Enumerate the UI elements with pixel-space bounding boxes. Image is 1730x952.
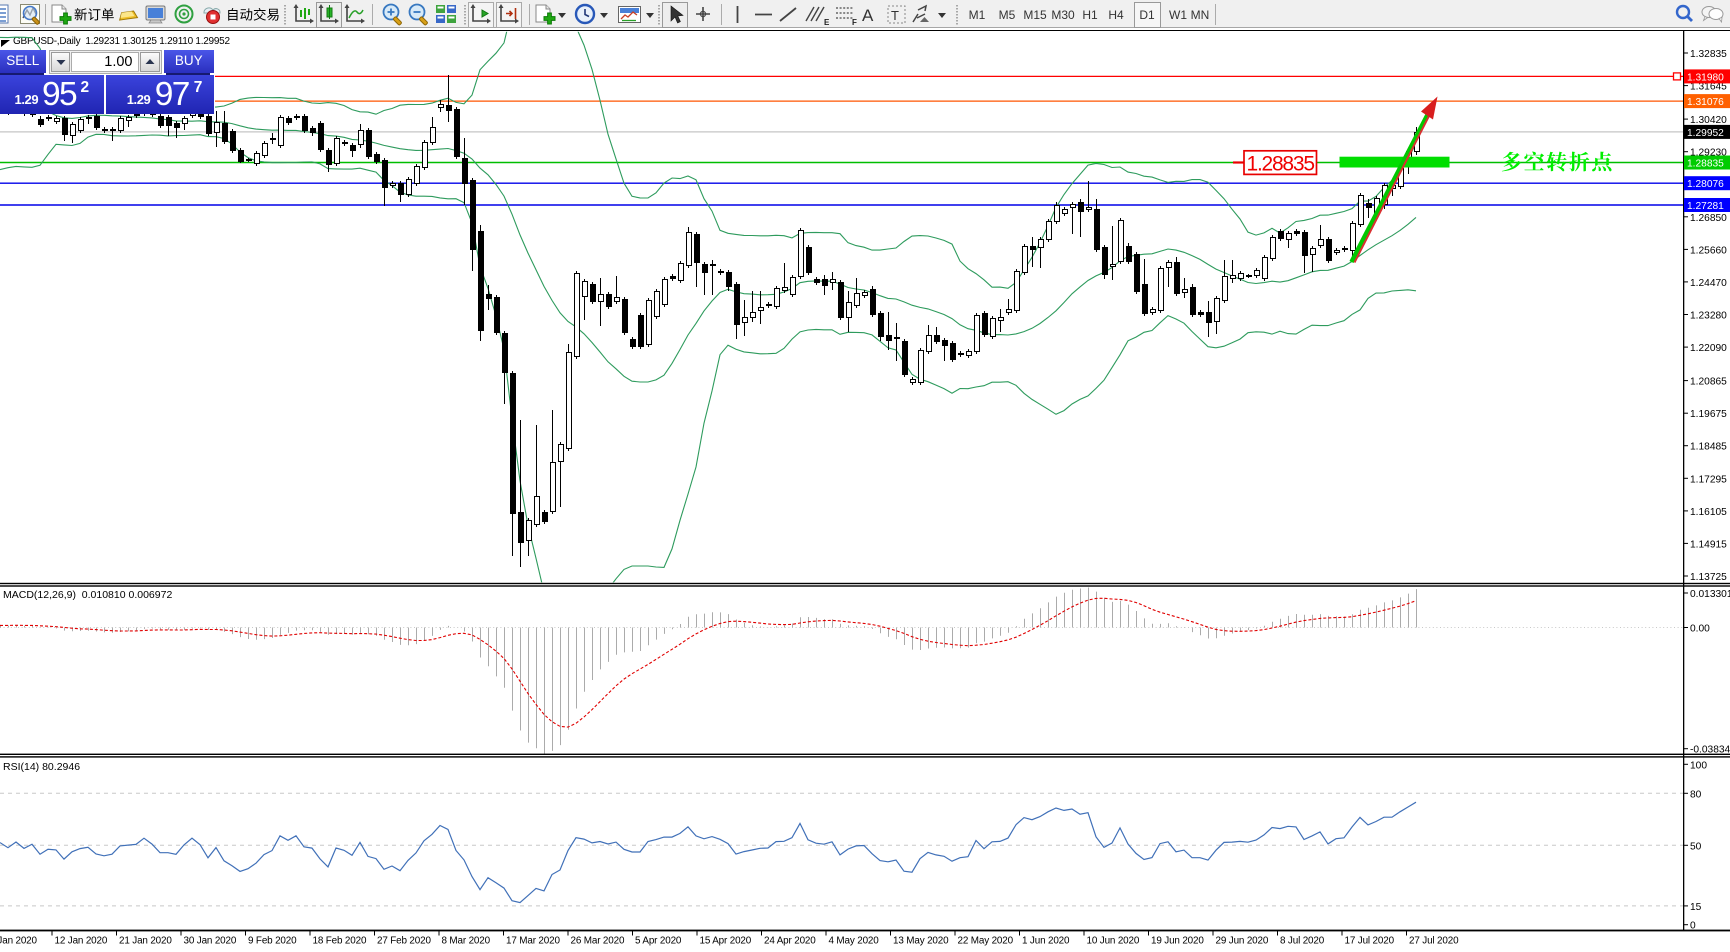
svg-text:1.28076: 1.28076 [1687,179,1724,190]
svg-text:1.22090: 1.22090 [1690,343,1727,354]
svg-text:W1: W1 [1169,8,1187,22]
svg-text:F: F [852,18,857,27]
svg-text:1.26850: 1.26850 [1690,213,1727,224]
svg-text:80: 80 [1690,789,1702,800]
svg-text:27 Feb 2020: 27 Feb 2020 [377,936,431,947]
svg-text:MACD(12,26,9) 0.010810 0.0069: MACD(12,26,9) 0.010810 0.006972 [3,589,172,601]
svg-text:T: T [891,8,899,23]
svg-text:13 May 2020: 13 May 2020 [893,936,949,947]
svg-text:RSI(14) 80.2946: RSI(14) 80.2946 [3,761,80,773]
svg-text:17 Jul 2020: 17 Jul 2020 [1345,936,1395,947]
svg-text:12 Jan 2020: 12 Jan 2020 [55,936,108,947]
svg-text:H1: H1 [1082,8,1098,22]
svg-text:1.29952: 1.29952 [1687,128,1724,139]
svg-text:10 Jun 2020: 10 Jun 2020 [1087,936,1140,947]
svg-text:1.19675: 1.19675 [1690,409,1727,420]
svg-text:5 Apr 2020: 5 Apr 2020 [635,936,682,947]
svg-text:1.24470: 1.24470 [1690,278,1727,289]
svg-text:1.16105: 1.16105 [1690,507,1727,518]
svg-text:100: 100 [1690,760,1707,771]
svg-text:M1: M1 [969,8,986,22]
svg-text:M15: M15 [1023,8,1047,22]
svg-text:8 Jul 2020: 8 Jul 2020 [1280,936,1325,947]
svg-text:18 Feb 2020: 18 Feb 2020 [313,936,367,947]
svg-text:50: 50 [1690,841,1702,852]
svg-text:0.00: 0.00 [1690,624,1710,635]
svg-text:4 May 2020: 4 May 2020 [829,936,880,947]
svg-text:1.30420: 1.30420 [1690,115,1727,126]
svg-text:21 Jan 2020: 21 Jan 2020 [119,936,172,947]
svg-text:1.23280: 1.23280 [1690,311,1727,322]
svg-text:29 Jun 2020: 29 Jun 2020 [1216,936,1269,947]
svg-text:1.27281: 1.27281 [1687,201,1724,212]
svg-text:8 Mar 2020: 8 Mar 2020 [442,936,491,947]
svg-text:15 Apr 2020: 15 Apr 2020 [700,936,752,947]
svg-text:1.20865: 1.20865 [1690,377,1727,388]
svg-text:24 Apr 2020: 24 Apr 2020 [764,936,816,947]
svg-text:1.32835: 1.32835 [1690,49,1727,60]
svg-text:15: 15 [1690,902,1702,913]
svg-text:1.28835: 1.28835 [1687,159,1724,170]
svg-text:MN: MN [1191,8,1210,22]
svg-text:1.29230: 1.29230 [1690,148,1727,159]
svg-text:17 Mar 2020: 17 Mar 2020 [506,936,560,947]
svg-text:1.25660: 1.25660 [1690,245,1727,256]
svg-text:9 Feb 2020: 9 Feb 2020 [248,936,297,947]
svg-text:1.31645: 1.31645 [1690,82,1727,93]
svg-text:A: A [862,6,874,25]
svg-text:D1: D1 [1139,8,1155,22]
svg-text:1.13725: 1.13725 [1690,572,1727,583]
svg-text:3 Jan 2020: 3 Jan 2020 [0,936,38,947]
svg-text:M5: M5 [999,8,1016,22]
svg-text:E: E [824,18,830,27]
svg-text:M30: M30 [1051,8,1075,22]
svg-text:1.17295: 1.17295 [1690,474,1727,485]
svg-text:1.14915: 1.14915 [1690,539,1727,550]
svg-text:-0.038343: -0.038343 [1690,745,1730,756]
svg-text:19 Jun 2020: 19 Jun 2020 [1151,936,1204,947]
svg-text:H4: H4 [1108,8,1124,22]
svg-text:22 May 2020: 22 May 2020 [958,936,1014,947]
svg-text:27 Jul 2020: 27 Jul 2020 [1409,936,1459,947]
svg-text:1.18485: 1.18485 [1690,442,1727,453]
svg-text:1.31076: 1.31076 [1687,97,1724,108]
svg-text:30 Jan 2020: 30 Jan 2020 [184,936,237,947]
svg-text:0: 0 [1690,921,1696,932]
svg-text:0.013301: 0.013301 [1690,589,1730,600]
svg-text:1.31980: 1.31980 [1687,72,1724,83]
svg-text:26 Mar 2020: 26 Mar 2020 [571,936,625,947]
svg-text:1 Jun 2020: 1 Jun 2020 [1022,936,1070,947]
svg-text:1.28835: 1.28835 [1247,153,1316,176]
